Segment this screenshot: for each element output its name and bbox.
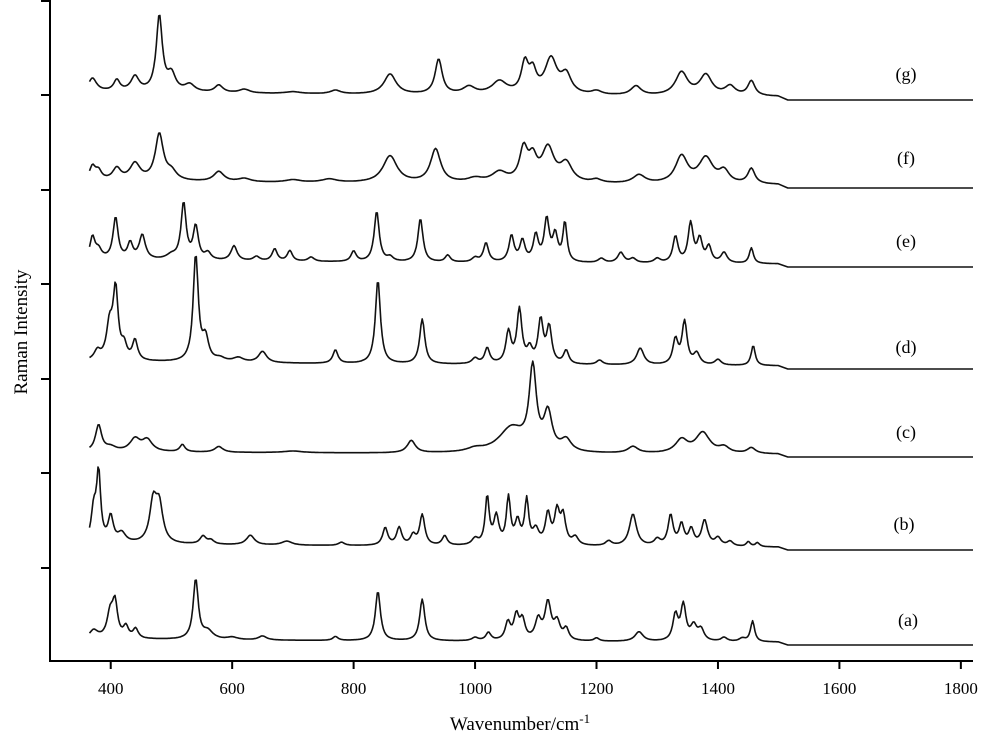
x-tick-label-400: 400 <box>98 679 124 698</box>
x-tick-label-1000: 1000 <box>458 679 492 698</box>
x-ticks: 400 600 800 1000 1200 1400 1600 1800 <box>98 661 978 698</box>
y-ticks <box>41 0 50 569</box>
trace-label-e: (e) <box>896 231 916 252</box>
trace-label-a: (a) <box>898 610 918 631</box>
x-tick-label-1400: 1400 <box>701 679 735 698</box>
trace-label-f: (f) <box>897 148 915 169</box>
x-axis-title-superscript: -1 <box>579 711 590 726</box>
spectrum-trace-a <box>88 579 973 646</box>
spectrum-trace-c <box>88 360 973 458</box>
trace-label-g: (g) <box>896 64 917 85</box>
spectra-traces <box>88 14 973 646</box>
spectrum-trace-g <box>88 14 973 101</box>
spectrum-trace-d <box>89 255 973 370</box>
trace-label-c: (c) <box>896 422 916 443</box>
spectrum-trace-e <box>88 202 973 268</box>
x-tick-label-1800: 1800 <box>944 679 978 698</box>
x-tick-label-1200: 1200 <box>580 679 614 698</box>
axes <box>49 0 973 662</box>
trace-labels: (a) (b) (c) (d) (e) (f) (g) <box>894 64 918 631</box>
trace-label-b: (b) <box>894 514 915 535</box>
y-axis-title: Raman Intensity <box>11 269 32 395</box>
x-tick-label-600: 600 <box>219 679 245 698</box>
spectrum-trace-b <box>88 466 973 551</box>
x-tick-label-1600: 1600 <box>822 679 856 698</box>
x-axis-title: Wavenumber/cm-1 <box>450 711 590 735</box>
x-tick-label-800: 800 <box>341 679 367 698</box>
spectrum-trace-f <box>88 132 973 189</box>
trace-label-d: (d) <box>896 337 917 358</box>
x-axis-title-text: Wavenumber/cm <box>450 714 580 735</box>
